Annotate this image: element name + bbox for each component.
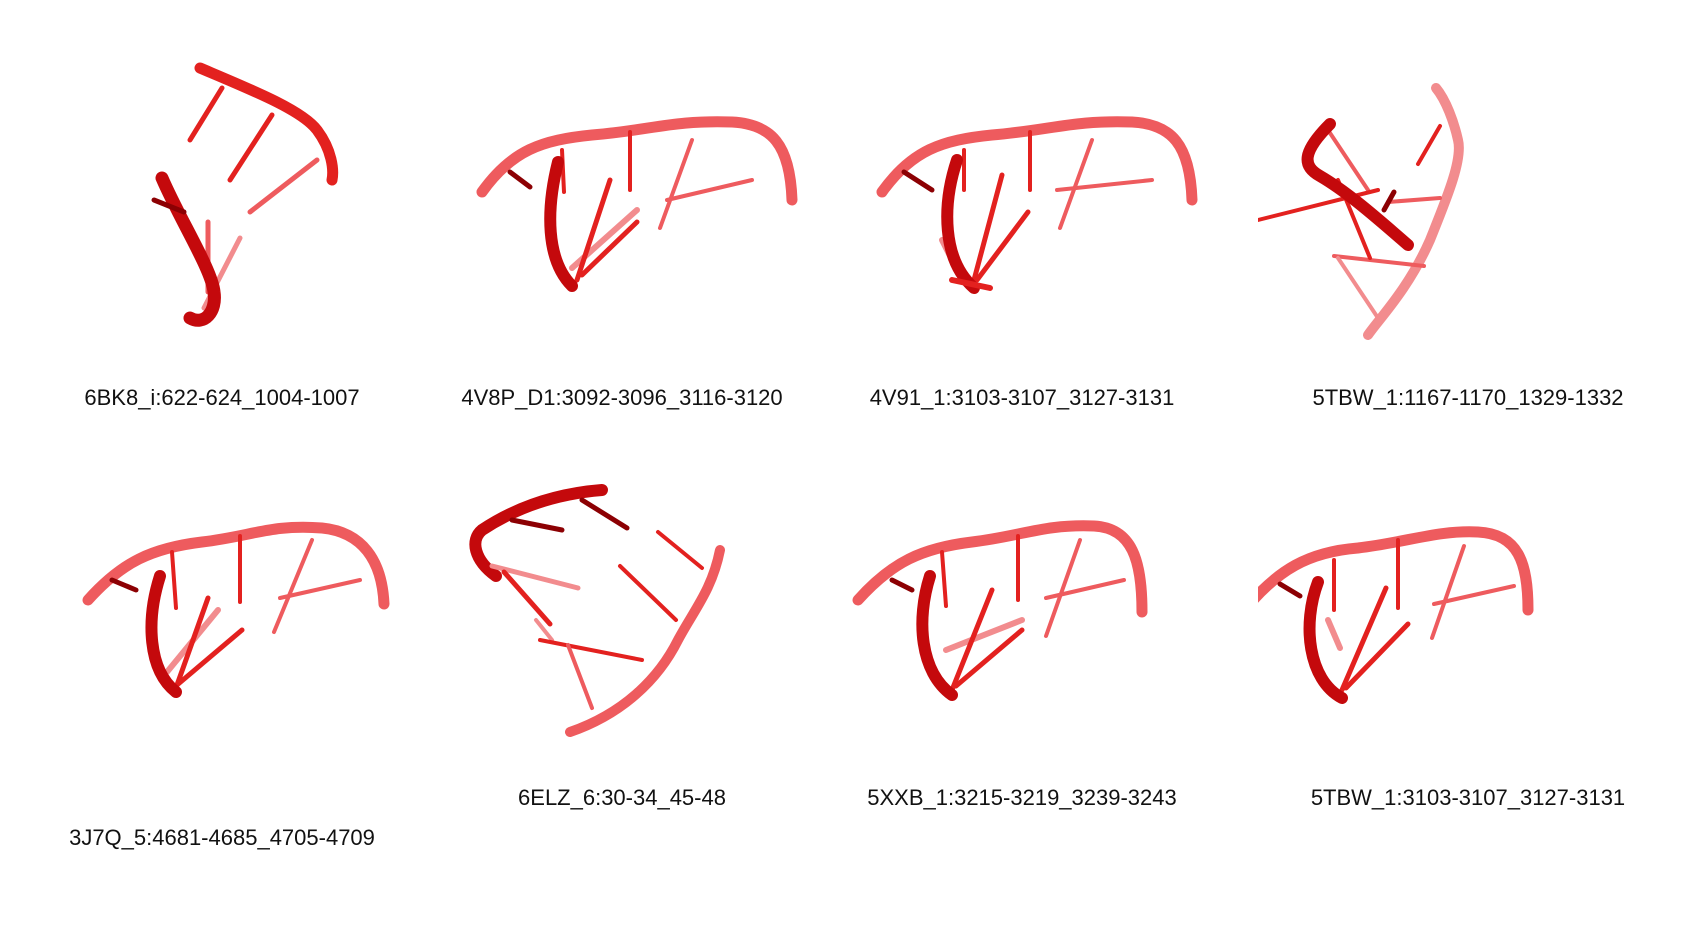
structure-panel-1: 6BK8_i:622-624_1004-1007 [12,40,432,500]
structure-caption: 6BK8_i:622-624_1004-1007 [84,385,360,410]
structure-caption: 4V91_1:3103-3107_3127-3131 [869,385,1175,410]
structure-panel-2: 4V8P_D1:3092-3096_3116-3120 [412,40,832,500]
rna-structure-render-6 [469,484,725,737]
structure-caption: 4V8P_D1:3092-3096_3116-3120 [461,385,783,410]
structure-caption: 5TBW_1:3103-3107_3127-3131 [1310,785,1626,810]
structure-caption: 5TBW_1:1167-1170_1329-1332 [1312,385,1624,410]
rna-structure-render-7 [852,520,1148,701]
rna-structure-render-3 [876,116,1198,294]
structure-caption: 3J7Q_5:4681-4685_4705-4709 [69,825,375,850]
structure-caption: 5XXB_1:3215-3219_3239-3243 [867,785,1177,810]
structure-panel-3: 4V91_1:3103-3107_3127-3131 [812,40,1232,500]
rna-structure-render-4 [1258,83,1464,340]
structure-panel-6: 6ELZ_6:30-34_45-48 [412,480,832,940]
rna-structure-render-1 [151,62,339,327]
structure-panel-7: 5XXB_1:3215-3219_3239-3243 [812,480,1232,940]
rna-structure-render-5 [82,521,390,698]
structure-panel-8: 5TBW_1:3103-3107_3127-3131 [1258,480,1678,940]
structure-caption: 6ELZ_6:30-34_45-48 [518,785,726,810]
rna-structure-render-8 [1258,526,1534,704]
structure-panel-5: 3J7Q_5:4681-4685_4705-4709 [12,480,432,940]
rna-structure-render-2 [476,116,798,292]
structure-panel-4: 5TBW_1:1167-1170_1329-1332 [1258,40,1678,500]
